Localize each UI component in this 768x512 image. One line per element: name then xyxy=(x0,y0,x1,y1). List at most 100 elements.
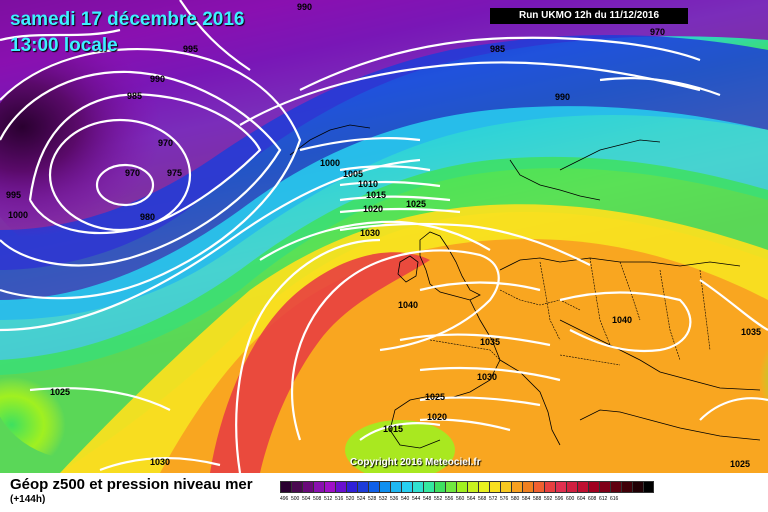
scale-label: 548 xyxy=(423,496,432,502)
isobar-label: 975 xyxy=(167,168,182,178)
country-borders xyxy=(429,257,711,366)
scale-swatch xyxy=(478,481,489,493)
forecast-local-time: 13:00 locale xyxy=(10,35,118,56)
pressure-geopotential-map: 990 970 995 985 990 985 970 975 970 980 … xyxy=(0,0,768,473)
scale-swatch xyxy=(643,481,654,493)
scale-label: 572 xyxy=(489,496,498,502)
scale-label: 532 xyxy=(379,496,388,502)
forecast-map: 990 970 995 985 990 985 970 975 970 980 … xyxy=(0,0,768,473)
isobar-label: 1005 xyxy=(343,169,363,179)
scale-swatch xyxy=(544,481,555,493)
scale-swatch xyxy=(324,481,335,493)
scale-label: 596 xyxy=(555,496,564,502)
scale-label: 616 xyxy=(610,496,619,502)
scale-label xyxy=(632,496,643,502)
isobars xyxy=(0,0,768,473)
scale-label: 568 xyxy=(478,496,487,502)
isobar-label: 1020 xyxy=(427,412,447,422)
isobar-label: 1025 xyxy=(730,459,750,469)
isobar-label: 985 xyxy=(490,44,505,54)
model-run-label: Run UKMO 12h du 11/12/2016 xyxy=(490,8,688,24)
isobar-label: 970 xyxy=(125,168,140,178)
scale-swatch xyxy=(412,481,423,493)
isobar-label: 970 xyxy=(650,27,665,37)
scale-swatch xyxy=(555,481,566,493)
scale-swatch xyxy=(599,481,610,493)
scale-swatch xyxy=(357,481,368,493)
scale-swatch xyxy=(500,481,511,493)
scale-label: 508 xyxy=(313,496,322,502)
scale-label: 608 xyxy=(588,496,597,502)
scale-swatch xyxy=(588,481,599,493)
isobar-label: 1000 xyxy=(320,158,340,168)
scale-label: 612 xyxy=(599,496,608,502)
isobar-label: 990 xyxy=(297,2,312,12)
scale-swatch xyxy=(434,481,445,493)
forecast-date: samedi 17 décembre 2016 xyxy=(10,9,245,30)
isobar-label: 1015 xyxy=(366,190,386,200)
scale-label: 500 xyxy=(291,496,300,502)
scale-swatch xyxy=(423,481,434,493)
scale-swatch xyxy=(610,481,621,493)
scale-label xyxy=(643,496,654,502)
scale-swatch xyxy=(368,481,379,493)
coastlines xyxy=(289,124,761,449)
scale-label: 552 xyxy=(434,496,443,502)
scale-label: 536 xyxy=(390,496,399,502)
scale-swatch xyxy=(522,481,533,493)
scale-swatch xyxy=(577,481,588,493)
scale-label: 544 xyxy=(412,496,421,502)
isobar-label: 995 xyxy=(6,190,21,200)
scale-label: 564 xyxy=(467,496,476,502)
isobar-label: 1040 xyxy=(612,315,632,325)
scale-label: 540 xyxy=(401,496,410,502)
isobar-label: 1015 xyxy=(383,424,403,434)
scale-label xyxy=(621,496,632,502)
map-title: Géop z500 et pression niveau mer xyxy=(10,476,253,493)
isobar-label: 980 xyxy=(140,212,155,222)
red-ridge xyxy=(210,252,430,473)
scale-swatch xyxy=(291,481,302,493)
scale-swatch xyxy=(533,481,544,493)
isobar-label: 970 xyxy=(158,138,173,148)
isobar-label: 985 xyxy=(127,91,142,101)
copyright-notice: Copyright 2016 Meteociel.fr xyxy=(350,457,481,468)
lead-time: (+144h) xyxy=(10,494,46,505)
scale-swatch xyxy=(445,481,456,493)
color-scale-labels: 496 500 504 508 512 516 520 524 528 532 536 540 544 5… xyxy=(280,496,654,502)
isobar-label: 1025 xyxy=(425,392,445,402)
isobar-label: 1035 xyxy=(741,327,761,337)
southeast-green xyxy=(660,270,768,450)
map-footer: Géop z500 et pression niveau mer (+144h)… xyxy=(0,473,768,512)
scale-label: 512 xyxy=(324,496,333,502)
isobar-label: 1030 xyxy=(360,228,380,238)
scale-label: 524 xyxy=(357,496,366,502)
scale-label: 580 xyxy=(511,496,520,502)
scale-swatch xyxy=(346,481,357,493)
scale-swatch xyxy=(379,481,390,493)
scale-swatch xyxy=(280,481,291,493)
scale-label: 560 xyxy=(456,496,465,502)
scale-swatch xyxy=(566,481,577,493)
isobar-label: 1035 xyxy=(480,337,500,347)
isobar-label: 1010 xyxy=(358,179,378,189)
scale-label: 584 xyxy=(522,496,531,502)
scale-swatch xyxy=(390,481,401,493)
scale-swatch xyxy=(467,481,478,493)
atlantic-green xyxy=(0,300,170,460)
scale-swatch xyxy=(335,481,346,493)
isobar-label: 1000 xyxy=(8,210,28,220)
scale-swatch xyxy=(456,481,467,493)
isobar-labels: 990 970 995 985 990 985 970 975 970 980 … xyxy=(6,2,761,469)
scale-swatch xyxy=(621,481,632,493)
isobar-label: 990 xyxy=(150,74,165,84)
scale-label: 516 xyxy=(335,496,344,502)
scale-label: 504 xyxy=(302,496,311,502)
scale-swatch xyxy=(632,481,643,493)
isobar-label: 1030 xyxy=(150,457,170,467)
scale-label: 604 xyxy=(577,496,586,502)
scale-label: 600 xyxy=(566,496,575,502)
isobar-label: 1040 xyxy=(398,300,418,310)
scale-swatch xyxy=(313,481,324,493)
scale-label: 576 xyxy=(500,496,509,502)
